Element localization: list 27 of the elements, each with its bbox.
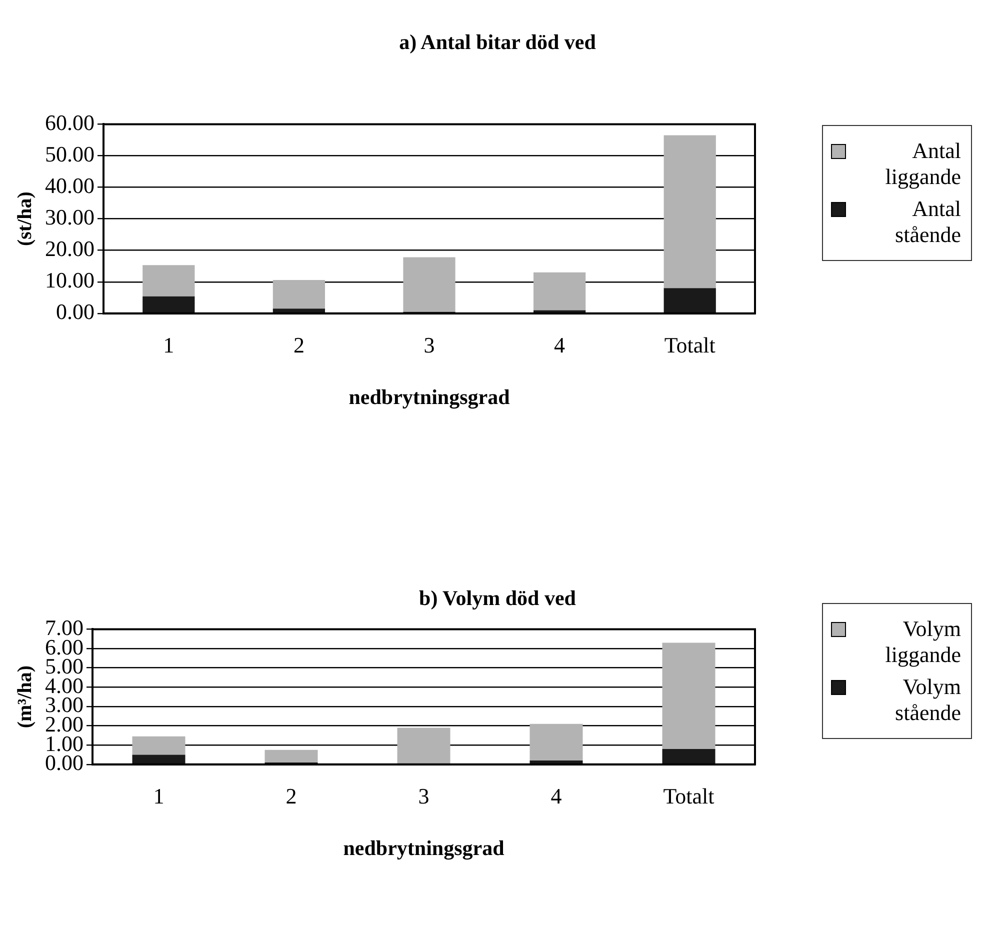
y-tick-label: 0.00: [56, 299, 94, 324]
x-tick-label: 3: [418, 783, 430, 808]
y-axis-title: (m³/ha): [14, 665, 36, 728]
x-tick-label: 1: [163, 332, 174, 358]
chart-title: b) Volym död ved: [418, 586, 577, 611]
x-tick-label: Totalt: [663, 783, 714, 808]
y-tick-label: 40.00: [45, 173, 94, 198]
x-tick-label: Totalt: [664, 332, 716, 358]
y-axis-title: (st/ha): [14, 192, 36, 246]
x-tick-label: 3: [424, 332, 435, 358]
x-axis-title: nedbrytningsgrad: [348, 384, 510, 409]
x-tick-label: 2: [286, 783, 297, 808]
y-tick-label: 10.00: [45, 268, 94, 293]
text: Antal liggande: [884, 138, 961, 190]
y-tick-label: 50.00: [45, 142, 94, 167]
chart-title: a) Antal bitar död ved: [398, 30, 597, 55]
x-axis-title: nedbrytningsgrad: [343, 836, 505, 860]
x-tick-label: 4: [554, 332, 566, 358]
x-tick-label: 1: [153, 783, 164, 808]
x-tick-label: 4: [550, 783, 562, 808]
text: Antal stående: [894, 196, 961, 248]
legend-label: Volym stående: [894, 674, 961, 726]
y-tick-label: 60.00: [45, 110, 94, 135]
y-tick-label: 20.00: [45, 236, 94, 262]
y-tick-label: 30.00: [45, 204, 94, 230]
text: Volym liggande: [884, 616, 961, 668]
x-tick-label: 2: [293, 332, 304, 358]
